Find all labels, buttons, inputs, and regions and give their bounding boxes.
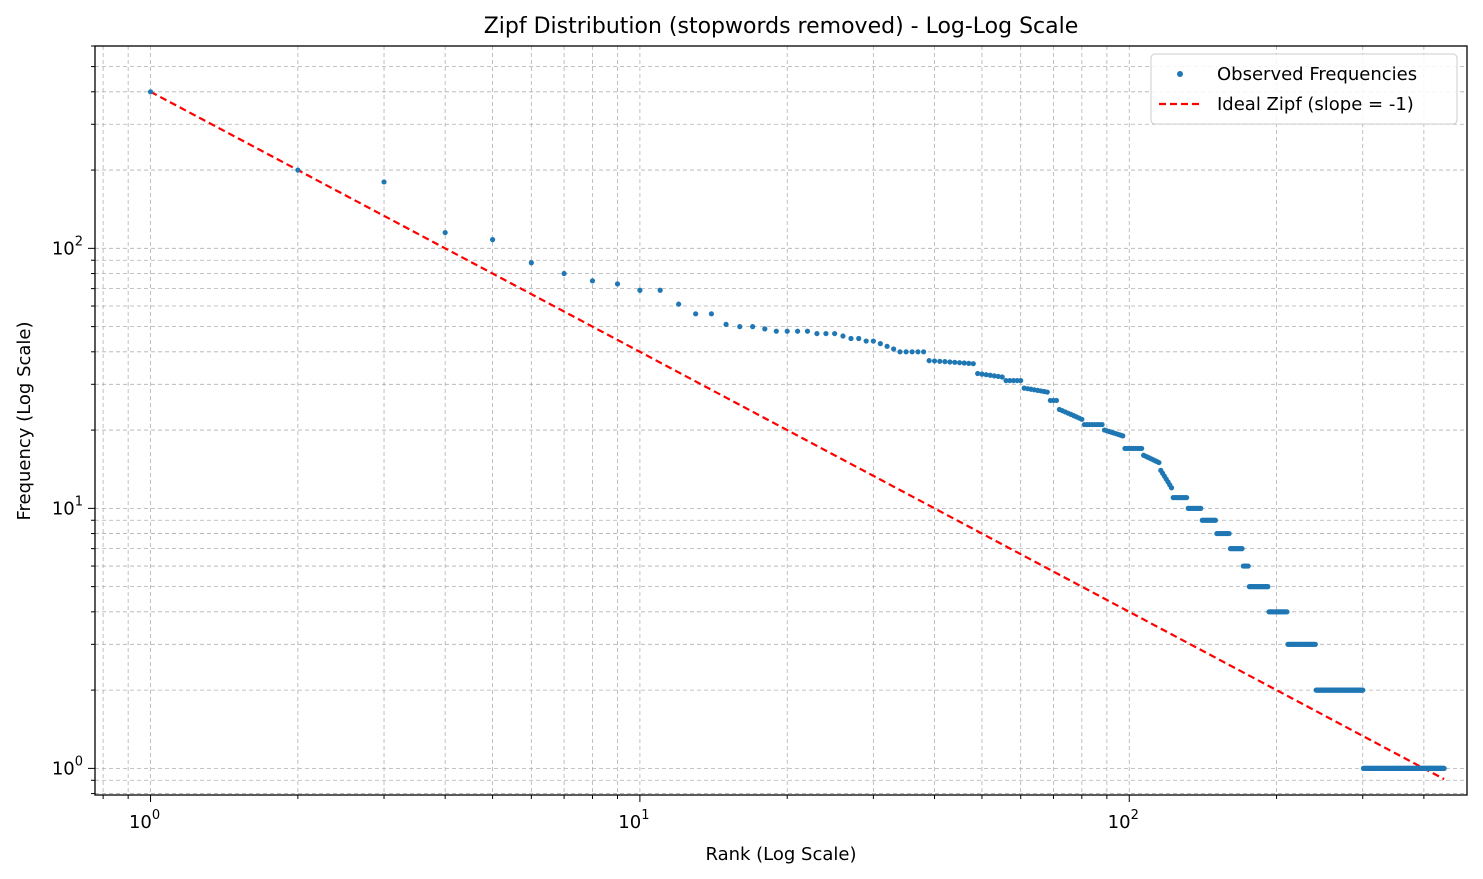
observed-point [863,338,869,344]
plot-frame [94,45,1468,796]
observed-point [823,330,829,337]
observed-point [947,359,953,365]
observed-point [884,343,890,349]
observed-point [657,287,663,293]
observed-point [1441,765,1447,771]
observed-point [1120,433,1126,439]
observed-point [1053,397,1060,404]
y-tick-label: 102 [52,234,83,259]
observed-point [773,328,779,334]
x-tick-label: 100 [129,808,160,833]
observed-point [295,167,301,173]
observed-point [975,370,981,377]
legend-observed-label: Observed Frequencies [1217,64,1417,85]
observed-point [1226,530,1232,537]
observed-point [856,335,862,342]
axis-ticks: 100 101 102 100 101 102 [52,45,1425,833]
observed-point [147,89,154,95]
observed-point [832,330,838,337]
observed-point [1139,445,1145,452]
plot-series [147,89,1447,781]
observed-point [909,349,915,355]
observed-point [489,237,496,243]
observed-point [870,338,876,344]
observed-point [1284,609,1290,615]
observed-point [921,349,927,355]
observed-point [528,260,534,266]
observed-point [1360,687,1366,693]
observed-point [991,373,997,379]
observed-point [983,372,989,378]
observed-point [1044,389,1050,395]
observed-point [1007,377,1013,384]
chart-title: Zipf Distribution (stopwords removed) - … [484,14,1079,39]
x-tick-label: 102 [1108,808,1139,833]
observed-point [442,229,448,236]
observed-point [1212,517,1219,523]
observed-point [979,371,985,377]
y-axis-label: Frequency (Log Scale) [14,321,35,520]
observed-point [1184,494,1190,501]
observed-point [915,349,921,355]
observed-point [804,328,811,334]
observed-point [1312,641,1318,647]
observed-point [794,328,801,334]
observed-point [1010,377,1017,384]
observed-point [1265,584,1271,590]
y-tick-label: 101 [52,494,83,519]
observed-point [937,358,943,364]
observed-point [877,341,883,347]
observed-point [723,321,729,327]
observed-point [762,326,768,332]
observed-point [708,311,715,317]
legend-ideal-label: Ideal Zipf (slope = -1) [1217,94,1414,115]
observed-point [903,349,909,355]
observed-point [1239,546,1245,552]
x-axis-label: Rank (Log Scale) [705,844,856,865]
observed-point [637,287,643,293]
observed-point [561,270,567,277]
observed-point [784,328,790,334]
observed-point [926,358,932,364]
observed-point [1014,377,1020,384]
legend-observed-marker [1177,71,1183,77]
observed-point [931,358,938,364]
legend-box [1150,53,1458,125]
observed-point [814,330,820,337]
observed-point [1079,416,1085,422]
observed-point [891,346,897,352]
observed-point [848,335,854,342]
ideal-zipf-line [150,90,1445,781]
observed-point [987,372,993,378]
observed-point [1003,377,1009,384]
observed-point [952,359,958,365]
grid-lines [95,45,1467,795]
observed-point [1156,459,1162,466]
observed-point [956,360,963,366]
observed-point [966,360,972,366]
observed-point [995,373,1001,380]
observed-point [693,311,699,317]
observed-point [1018,377,1024,384]
observed-point [381,179,387,185]
observed-point [676,301,682,307]
observed-point [614,281,621,287]
observed-point [1168,485,1175,491]
x-tick-label: 101 [618,808,649,833]
legend: Observed Frequencies Ideal Zipf (slope =… [1150,53,1458,125]
observed-point [1099,421,1105,428]
observed-point [897,349,903,355]
observed-point [942,359,948,365]
observed-point [1198,505,1204,511]
observed-point [737,324,743,330]
observed-point [1245,563,1251,569]
observed-point [999,374,1005,380]
observed-point [750,324,756,330]
y-tick-label: 100 [52,754,83,779]
observed-point [961,360,967,366]
observed-point [589,278,596,284]
observed-point [840,333,846,339]
observed-point [970,361,976,367]
